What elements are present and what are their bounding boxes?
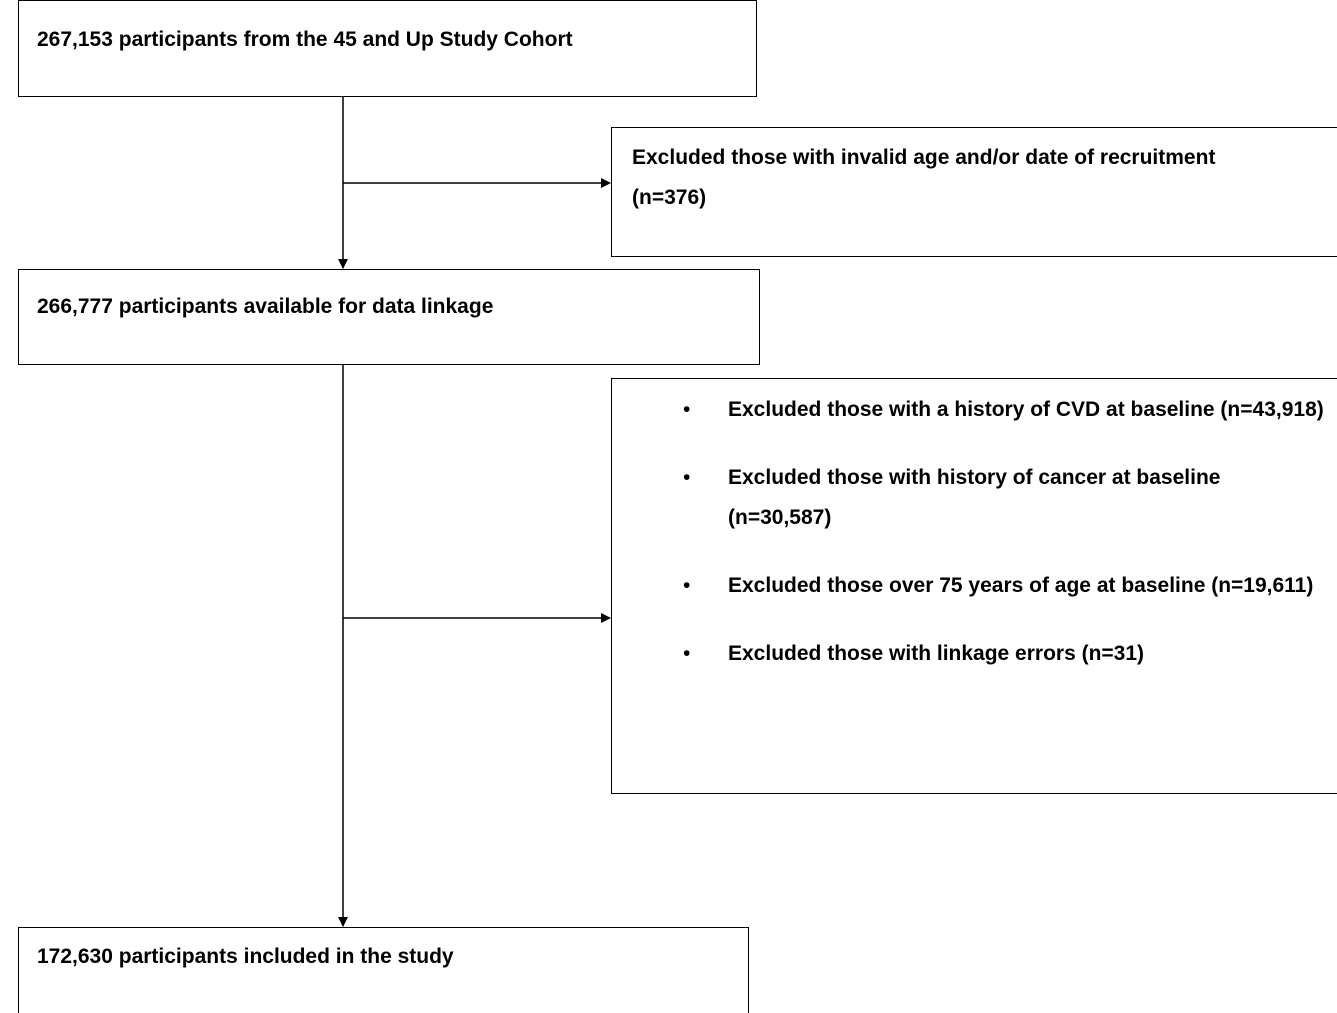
node-label: 266,777 participants available for data … bbox=[37, 295, 494, 318]
exclusion-item: Excluded those with history of cancer at… bbox=[683, 458, 1328, 538]
exclusion-item: Excluded those with linkage errors (n=31… bbox=[683, 634, 1328, 674]
exclusion-item: Excluded those with a history of CVD at … bbox=[683, 390, 1328, 430]
node-label: 172,630 participants included in the stu… bbox=[37, 945, 454, 968]
node-box: 172,630 participants included in the stu… bbox=[18, 927, 749, 1013]
exclusion-box: Excluded those with invalid age and/or d… bbox=[611, 127, 1337, 257]
exclusion-item: Excluded those over 75 years of age at b… bbox=[683, 566, 1328, 606]
node-box: 267,153 participants from the 45 and Up … bbox=[18, 0, 757, 97]
exclusion-label: Excluded those with invalid age and/or d… bbox=[632, 146, 1216, 209]
node-box: 266,777 participants available for data … bbox=[18, 269, 760, 365]
exclusion-list: Excluded those with a history of CVD at … bbox=[683, 390, 1328, 702]
exclusion-box: Excluded those with a history of CVD at … bbox=[611, 378, 1337, 794]
node-label: 267,153 participants from the 45 and Up … bbox=[37, 28, 573, 51]
